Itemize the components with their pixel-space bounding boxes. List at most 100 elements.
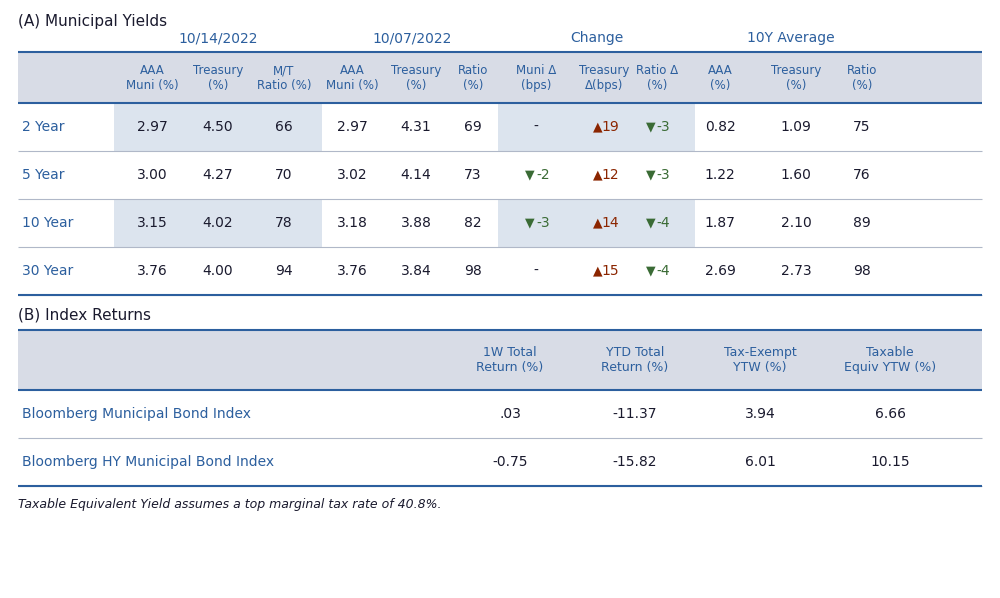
- Text: Muni Δ
(bps): Muni Δ (bps): [516, 64, 556, 92]
- Text: AAA
(%): AAA (%): [708, 64, 732, 92]
- Text: 75: 75: [853, 120, 871, 134]
- Bar: [114, 247, 322, 295]
- Text: Change: Change: [570, 31, 623, 45]
- Text: 3.88: 3.88: [401, 216, 431, 230]
- Text: -15.82: -15.82: [613, 455, 657, 469]
- Text: ▼: ▼: [646, 121, 656, 133]
- Text: -11.37: -11.37: [613, 407, 657, 421]
- Bar: [114, 103, 322, 151]
- Text: 98: 98: [853, 264, 871, 278]
- Text: 89: 89: [853, 216, 871, 230]
- Text: ▲: ▲: [593, 264, 603, 277]
- Text: -: -: [534, 120, 538, 134]
- Text: 3.76: 3.76: [137, 264, 167, 278]
- Text: ▼: ▼: [646, 169, 656, 182]
- Text: -3: -3: [656, 120, 670, 134]
- Text: M/T
Ratio (%): M/T Ratio (%): [257, 64, 311, 92]
- Text: ▼: ▼: [525, 216, 535, 230]
- Text: 12: 12: [601, 168, 619, 182]
- Text: 70: 70: [275, 168, 293, 182]
- Text: -4: -4: [656, 216, 670, 230]
- Text: Treasury
(%): Treasury (%): [193, 64, 243, 92]
- Text: 1.60: 1.60: [781, 168, 811, 182]
- Text: ▼: ▼: [646, 264, 656, 277]
- Text: 2 Year: 2 Year: [22, 120, 64, 134]
- Text: Bloomberg HY Municipal Bond Index: Bloomberg HY Municipal Bond Index: [22, 455, 274, 469]
- Text: 2.10: 2.10: [781, 216, 811, 230]
- Text: 4.00: 4.00: [203, 264, 233, 278]
- Text: 1W Total
Return (%): 1W Total Return (%): [476, 346, 544, 374]
- Bar: [114, 199, 322, 247]
- Text: (A) Municipal Yields: (A) Municipal Yields: [18, 14, 167, 29]
- Text: 3.18: 3.18: [337, 216, 367, 230]
- Text: ▼: ▼: [646, 216, 656, 230]
- Text: Ratio Δ
(%): Ratio Δ (%): [636, 64, 678, 92]
- Text: YTD Total
Return (%): YTD Total Return (%): [601, 346, 669, 374]
- Text: 3.15: 3.15: [137, 216, 167, 230]
- Text: Bloomberg Municipal Bond Index: Bloomberg Municipal Bond Index: [22, 407, 251, 421]
- Bar: [498, 151, 695, 199]
- Text: -0.75: -0.75: [492, 455, 528, 469]
- Bar: [498, 103, 695, 151]
- Bar: [498, 199, 695, 247]
- Text: 3.00: 3.00: [137, 168, 167, 182]
- Text: 2.69: 2.69: [705, 264, 735, 278]
- Text: 15: 15: [601, 264, 619, 278]
- Text: 66: 66: [275, 120, 293, 134]
- Bar: [498, 247, 695, 295]
- Text: -3: -3: [656, 168, 670, 182]
- Text: 10/14/2022: 10/14/2022: [178, 31, 258, 45]
- Text: AAA
Muni (%): AAA Muni (%): [126, 64, 178, 92]
- Text: 0.82: 0.82: [705, 120, 735, 134]
- Text: 73: 73: [464, 168, 482, 182]
- Text: 3.02: 3.02: [337, 168, 367, 182]
- Text: 78: 78: [275, 216, 293, 230]
- Text: -4: -4: [656, 264, 670, 278]
- Text: 1.87: 1.87: [705, 216, 735, 230]
- Text: Ratio
(%): Ratio (%): [847, 64, 877, 92]
- Text: 1.22: 1.22: [705, 168, 735, 182]
- Text: ▼: ▼: [525, 169, 535, 182]
- Text: 76: 76: [853, 168, 871, 182]
- Text: Taxable Equivalent Yield assumes a top marginal tax rate of 40.8%.: Taxable Equivalent Yield assumes a top m…: [18, 498, 442, 511]
- Text: Ratio
(%): Ratio (%): [458, 64, 488, 92]
- Bar: [18, 52, 982, 53]
- Text: 1.09: 1.09: [781, 120, 811, 134]
- Text: 14: 14: [601, 216, 619, 230]
- Text: 4.50: 4.50: [203, 120, 233, 134]
- Bar: [18, 53, 982, 103]
- Text: 3.84: 3.84: [401, 264, 431, 278]
- Text: 10.15: 10.15: [870, 455, 910, 469]
- Text: (B) Index Returns: (B) Index Returns: [18, 307, 151, 322]
- Text: 4.27: 4.27: [203, 168, 233, 182]
- Text: ▲: ▲: [593, 169, 603, 182]
- Text: 82: 82: [464, 216, 482, 230]
- Text: ▲: ▲: [593, 121, 603, 133]
- Text: -2: -2: [536, 168, 550, 182]
- Text: Treasury
Δ(bps): Treasury Δ(bps): [579, 64, 629, 92]
- Text: -: -: [534, 264, 538, 278]
- Text: .03: .03: [499, 407, 521, 421]
- Text: 5 Year: 5 Year: [22, 168, 64, 182]
- Text: 10Y Average: 10Y Average: [747, 31, 835, 45]
- Text: 3.76: 3.76: [337, 264, 367, 278]
- Text: 10 Year: 10 Year: [22, 216, 73, 230]
- Text: 4.31: 4.31: [401, 120, 431, 134]
- Text: 19: 19: [601, 120, 619, 134]
- Bar: [18, 330, 982, 390]
- Text: 4.14: 4.14: [401, 168, 431, 182]
- Text: -3: -3: [536, 216, 550, 230]
- Text: Treasury
(%): Treasury (%): [771, 64, 821, 92]
- Text: 10/07/2022: 10/07/2022: [373, 31, 452, 45]
- Text: 6.66: 6.66: [874, 407, 906, 421]
- Text: 3.94: 3.94: [745, 407, 775, 421]
- Text: 4.02: 4.02: [203, 216, 233, 230]
- Text: Tax-Exempt
YTW (%): Tax-Exempt YTW (%): [724, 346, 796, 374]
- Text: 69: 69: [464, 120, 482, 134]
- Text: Treasury
(%): Treasury (%): [391, 64, 441, 92]
- Text: AAA
Muni (%): AAA Muni (%): [326, 64, 378, 92]
- Text: 30 Year: 30 Year: [22, 264, 73, 278]
- Text: 2.73: 2.73: [781, 264, 811, 278]
- Text: 2.97: 2.97: [337, 120, 367, 134]
- Text: ▲: ▲: [593, 216, 603, 230]
